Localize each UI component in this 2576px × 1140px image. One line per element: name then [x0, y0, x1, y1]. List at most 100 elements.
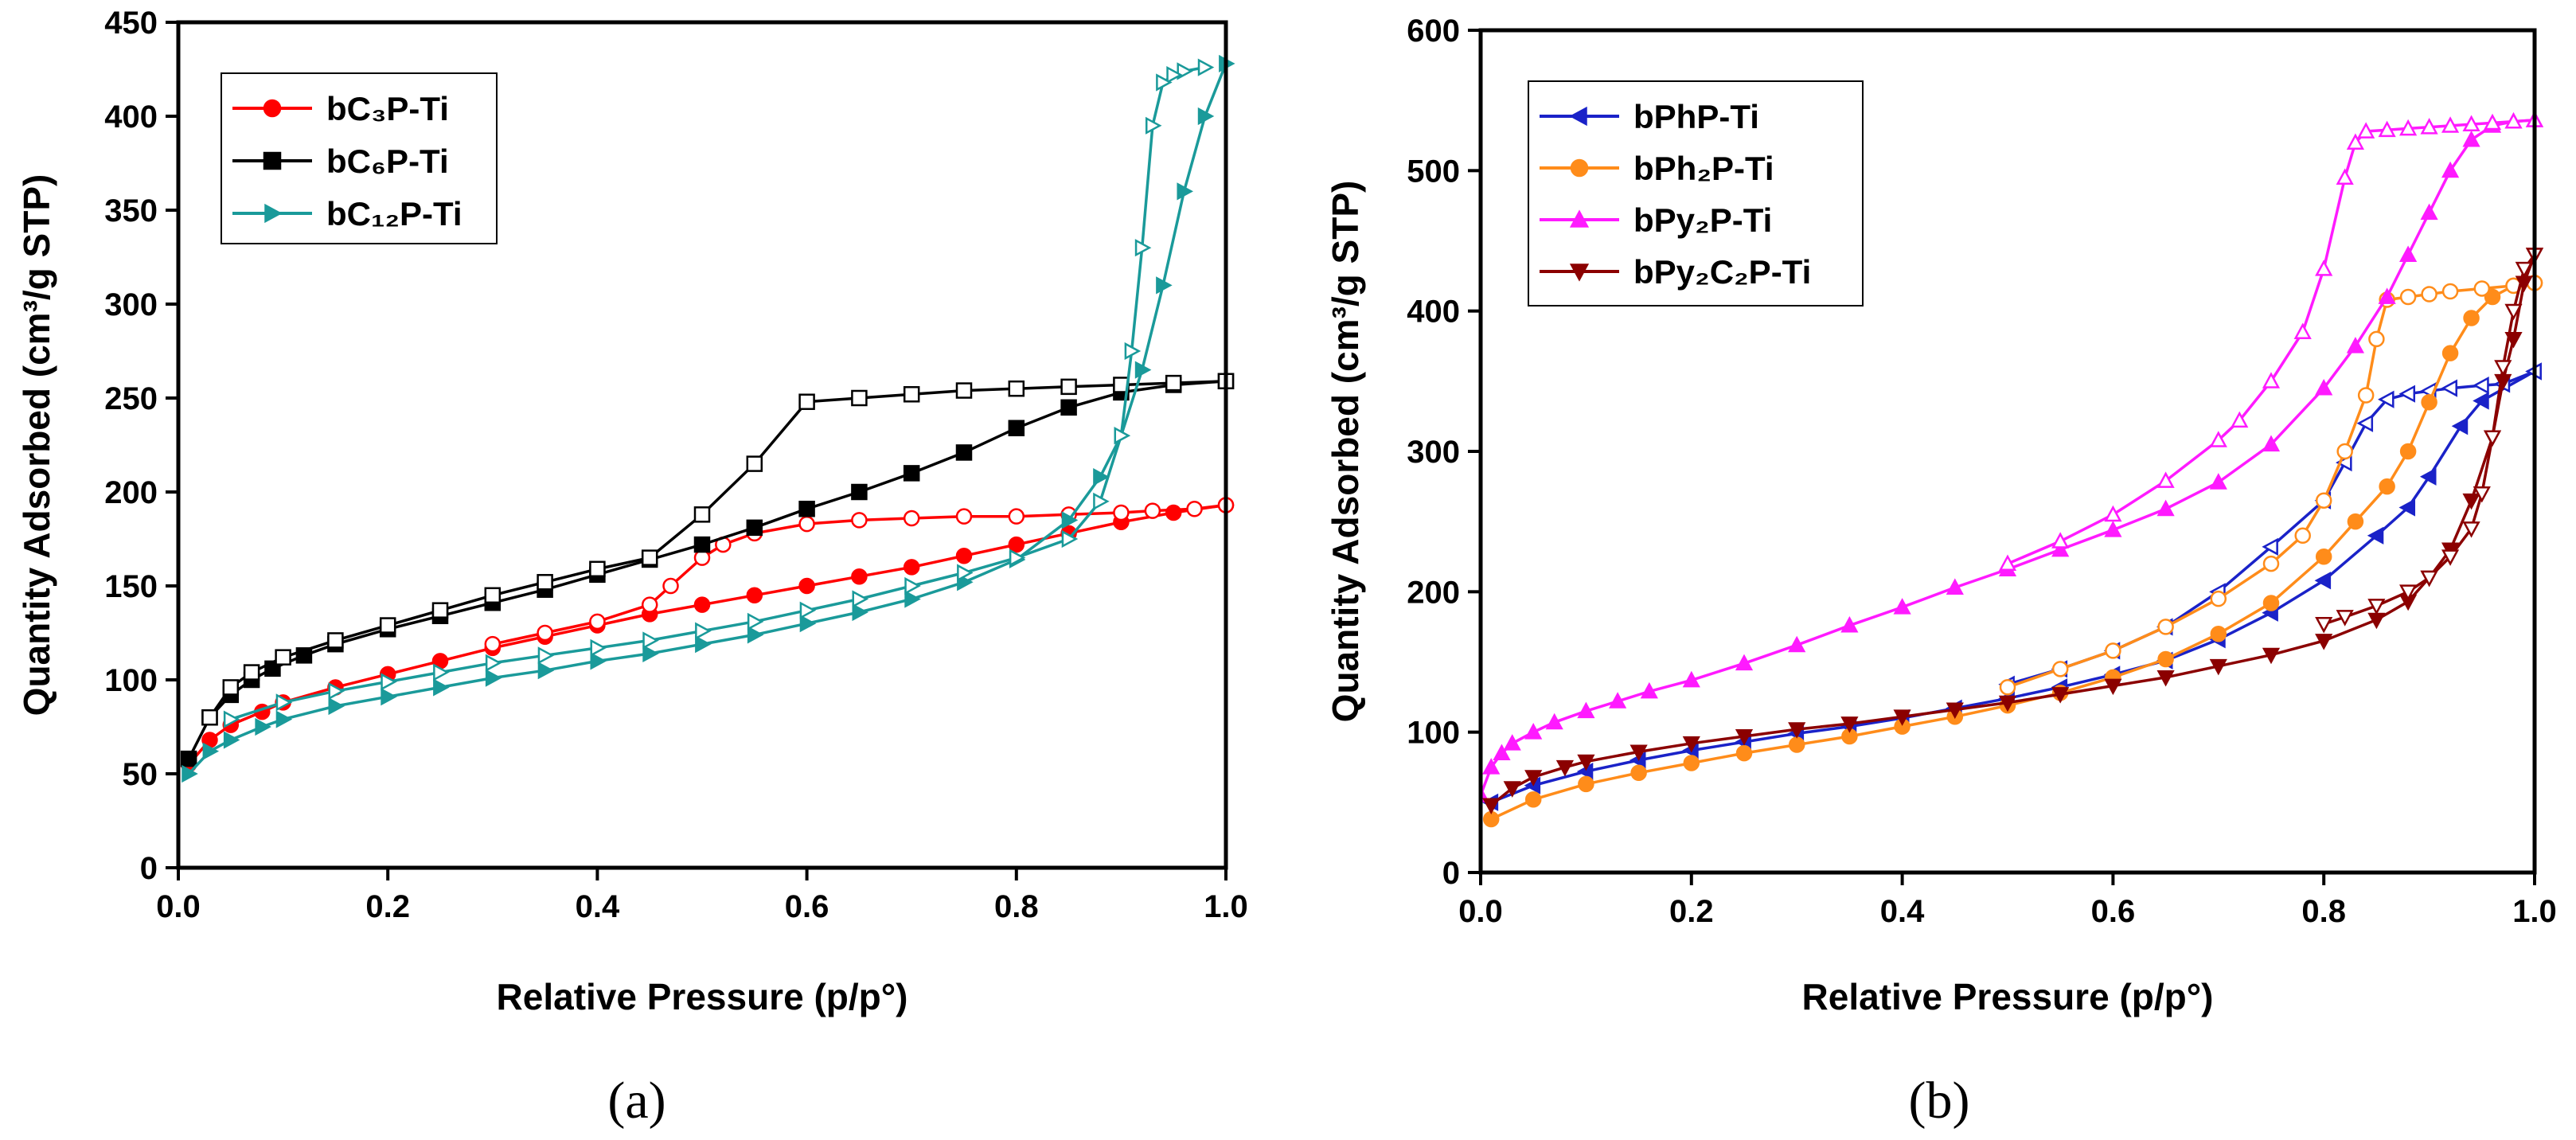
panel-b-series-3-adsorption-point [1577, 701, 1595, 719]
panel-b-series-3-adsorption-point [2104, 521, 2122, 537]
panel-b-series-2-adsorption-point [2347, 513, 2364, 530]
panel-b-label: (b) [1909, 1072, 1970, 1130]
panel-b-series-3-desorption-point [2346, 133, 2365, 150]
panel-b-series-2-desorption-point [2294, 527, 2311, 545]
panel-a-legend: bC₃P-Ti bC₆P-Ti bC₁₂P-Ti [221, 72, 498, 244]
panel-a-x-tick-label: 1.0 [1204, 889, 1248, 924]
panel-b-series-3-adsorption-point [2399, 245, 2418, 263]
panel-b-series-1-desorption-point [2356, 414, 2374, 432]
panel-b-series-4-desorption-point [2315, 616, 2333, 634]
panel-a-series-3-desorption-point [957, 564, 974, 582]
panel-a-series-3-adsorption-point [590, 652, 607, 670]
panel-b-series-4-desorption-point [2399, 584, 2418, 601]
panel-b-series-4-adsorption-point [1630, 744, 1648, 761]
panel-b-series-4-adsorption-point [1735, 729, 1754, 746]
panel-a-series-2-adsorption-point [798, 500, 815, 517]
panel-b-series-2-desorption-point [2105, 642, 2121, 659]
panel-b-series-3-desorption-point [2483, 113, 2502, 131]
panel-a-series-3-desorption-point [1009, 549, 1026, 567]
panel-b-series-4-desorption-point [2504, 303, 2523, 321]
panel-b-series-3-adsorption-point [1840, 616, 1859, 633]
panel-b-legend-label-1: bPhP-Ti [1633, 98, 1759, 135]
panel-a-series-2-desorption-point [903, 386, 920, 403]
panel-a-series-3-desorption-point [642, 631, 659, 650]
panel-b-series-2-adsorption-point [2315, 549, 2332, 565]
panel-b-series-2-adsorption-point [2421, 394, 2437, 411]
panel-b-series-2-desorption-point [2399, 288, 2417, 306]
panel-b-series-2-adsorption-point [2441, 345, 2459, 361]
panel-a-series-1-adsorption-point [1008, 536, 1025, 553]
panel-b-series-1-adsorption-point [2367, 526, 2384, 545]
panel-b-series-2-adsorption-point [2210, 625, 2227, 642]
panel-b-series-2-adsorption-point [2379, 478, 2395, 495]
panel-a-series-2-desorption-point [798, 393, 815, 410]
panel-b-series-3-adsorption-point [2346, 337, 2365, 353]
panel-b-series-4-adsorption-point [1555, 759, 1575, 777]
panel-a-series-2-desorption-point [201, 709, 218, 726]
panel-b-series-2-adsorption-point [2157, 650, 2174, 668]
panel-b-series-1-adsorption-point [2314, 572, 2332, 590]
panel-a-series-2-adsorption-point [1060, 399, 1077, 416]
panel-b-series-1-desorption-point [2441, 379, 2457, 397]
panel-a-series-1-desorption-point [641, 596, 658, 613]
panel-b-x-tick-label: 0.4 [1880, 894, 1925, 929]
panel-b-y-tick-label: 300 [1407, 435, 1460, 470]
panel-a-series-2-desorption-point [537, 574, 553, 591]
panel-a-series-2-adsorption-point [746, 519, 763, 537]
panel-a-series-2-desorption-line [209, 380, 1227, 719]
panel-b-series-3-desorption-point [2104, 505, 2122, 522]
panel-b-series-3-adsorption-point [2262, 435, 2281, 452]
panel-b-legend-marker-1 [1569, 106, 1587, 127]
panel-a-label: (a) [607, 1072, 665, 1130]
panel-b-series-2-adsorption-point [1524, 791, 1542, 808]
panel-a-series-2-desorption-point [641, 549, 658, 566]
panel-a-legend-marker-1 [263, 99, 282, 118]
panel-b-series-4-adsorption-point [1503, 781, 1521, 798]
panel-b-series-2-desorption-point [2368, 330, 2385, 348]
panel-b-series-4-adsorption-point [1682, 736, 1700, 753]
panel-b-legend-marker-3 [1569, 209, 1590, 228]
panel-b-legend-entries: bPhP-Ti bPh₂P-Ti bPy₂P-Ti bPy₂C₂P-Ti [1540, 98, 1811, 291]
panel-a-ticks: 0.0 0.2 0.4 0.6 0.8 1.0 0 50 100 150 200 250 300 350 4… [104, 6, 1248, 924]
panel-a-x-tick-label: 0.0 [156, 889, 201, 924]
panel-a-series-3-desorption-point [1145, 116, 1162, 135]
panel-a-series-3-adsorption-point [695, 635, 712, 654]
panel-a-series-3-adsorption-point [275, 710, 293, 728]
panel-a-series-3-desorption-point [223, 710, 240, 728]
panel-a-legend-label-2: bC₆P-Ti [326, 142, 449, 180]
panel-a-x-tick-label: 0.8 [994, 889, 1039, 924]
panel-b-y-axis-label: Quantity Adsorbed (cm³/g STP) [1325, 181, 1366, 723]
panel-a-y-tick-label: 250 [104, 381, 158, 416]
panel-b-y-tick-label: 100 [1407, 716, 1460, 751]
panel-a-legend-label-1: bC₃P-Ti [326, 90, 449, 127]
panel-b-series-2-desorption-point [2473, 280, 2491, 297]
panel-b-series-2-adsorption-point [1630, 764, 1647, 782]
panel-a-series-3-desorption-line [230, 65, 1206, 721]
panel-b-series-2-desorption-point [2262, 555, 2280, 572]
panel-a-series-3-desorption-point [695, 622, 712, 640]
panel-b-x-tick-label: 0.6 [2091, 894, 2136, 929]
panel-b-series-4-desorption-point [2515, 261, 2533, 279]
panel-a-series-1-adsorption-point [1165, 504, 1182, 521]
panel-b-series-3-adsorption-point [1682, 670, 1700, 688]
panel-b: 0.0 0.2 0.4 0.6 0.8 1.0 0 100 200 300 400 500 600 Re… [1325, 14, 2557, 1130]
panel-b-series-4-adsorption-point [2051, 687, 2070, 704]
panel-a-series-3-adsorption-point [852, 603, 869, 622]
panel-a-series-3-desorption-point [328, 682, 345, 701]
panel-b-y-tick-label: 600 [1407, 14, 1460, 49]
panel-b-series-4-adsorption-point [1946, 702, 1964, 720]
panel-a-series-3-desorption-point [1134, 239, 1152, 257]
panel-b-series-3-adsorption-point [1788, 635, 1806, 653]
panel-b-y-tick-label: 200 [1407, 575, 1460, 610]
panel-b-series-2-adsorption-point [1578, 775, 1594, 793]
panel-a-series-1-desorption-point [798, 515, 815, 533]
panel-b-series-3-adsorption-point [1946, 578, 1964, 595]
panel-b-data-layer [1481, 111, 2544, 828]
panel-b-series-4-adsorption-point [2462, 493, 2480, 510]
panel-b-series-3-desorption-point [2420, 118, 2438, 135]
panel-a-series-1-desorption-point [589, 613, 606, 631]
panel-b-series-3-desorption-point [2156, 471, 2175, 488]
panel-a-x-axis-label: Relative Pressure (p/p°) [497, 976, 908, 1017]
panel-b-series-2-desorption-point [2315, 492, 2332, 509]
